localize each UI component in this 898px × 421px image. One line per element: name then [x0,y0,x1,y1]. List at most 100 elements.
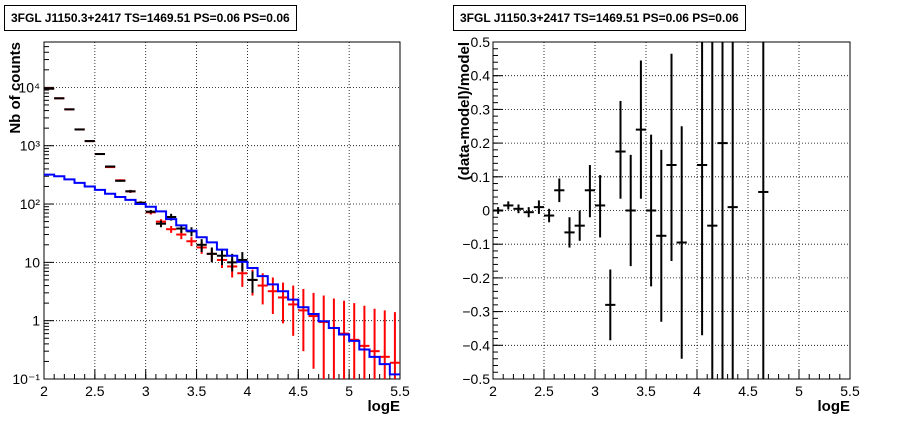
data-point-0-9 [584,165,595,218]
data-point-0-1 [503,201,514,210]
data-point-1-0 [44,87,55,90]
data-point-0-24 [288,285,299,336]
right-chart-title: 3FGL J1150.3+2417 TS=1469.51 PS=0.06 PS=… [453,5,746,31]
right-panel: 2 2.5 3 3.5 4 4.5 5 5.5 −0.5 −0.4 −0.3 −0.2 −0.1 0 0.1… [449,0,898,421]
data-point-0-13 [625,154,636,267]
data-point-0-18 [676,126,687,359]
data-point-0-7 [564,217,575,248]
x-tick-label: 5 [795,383,803,399]
data-point-0-32 [369,308,380,379]
data-point-1-6 [105,165,116,168]
data-point-0-31 [359,305,370,379]
data-point-0-12 [615,100,626,199]
data-point-0-12 [166,226,177,233]
y-tick-label: 0.1 [471,169,491,185]
data-point-1-11 [155,220,167,228]
x-tick-label: 4.5 [289,383,309,399]
data-point-0-21 [257,273,268,305]
x-tick-label: 4 [693,383,701,399]
x-axis-label: logE [818,398,851,415]
y-tick-label: 0 [482,203,490,219]
left-panel: 2 2.5 3 3.5 4 4.5 5 5.5 10⁻¹ 1 10 10² 10³ 10⁴ logE Nb o… [4,5,410,415]
y-tick-label: −0.1 [462,236,490,252]
y-tick-label: −0.5 [462,371,490,387]
y-tick-label: 10³ [20,138,41,154]
x-tick-label: 4 [244,383,252,399]
x-tick-label: 5.5 [840,383,860,399]
y-tick-label: 10⁴ [18,79,40,95]
x-tick-label: 5.5 [390,383,410,399]
y-axis-label: Nb of counts [7,42,24,134]
data-point-0-21 [717,42,728,379]
data-point-0-15 [646,134,657,287]
y-tick-label: −0.4 [462,337,490,353]
y-tick-label: 1 [32,313,40,329]
data-point-1-20 [247,271,258,293]
data-point-0-20 [707,42,718,379]
data-point-0-5 [544,208,555,223]
data-point-0-10 [595,175,606,238]
data-point-1-16 [206,247,217,263]
data-point-0-3 [523,207,534,218]
data-point-0-16 [656,149,667,322]
x-tick-label: 2 [489,383,497,399]
data-point-1-1 [54,97,65,100]
data-point-1-3 [74,128,85,131]
data-point-0-33 [379,310,390,379]
data-point-1-15 [196,239,207,253]
x-axis-label: logE [368,398,401,415]
data-point-0-0 [493,207,504,214]
x-tick-label: 4.5 [738,383,758,399]
data-point-0-4 [533,200,544,214]
x-tick-label: 5 [345,383,353,399]
y-tick-label: 10⁻¹ [12,371,40,387]
plot-frame [43,41,401,380]
data-point-0-14 [186,237,197,247]
data-point-0-6 [554,178,565,203]
plot-area [44,87,400,379]
data-point-0-22 [267,277,278,315]
data-point-0-25 [298,288,309,352]
data-point-0-27 [318,295,329,379]
data-point-1-4 [84,140,95,143]
data-point-0-23 [758,42,769,379]
x-tick-label: 3 [591,383,599,399]
data-point-1-10 [145,210,156,214]
data-point-0-22 [727,42,738,379]
y-tick-label: 0.2 [471,135,491,151]
data-point-0-26 [308,292,319,369]
counts-chart: 2 2.5 3 3.5 4 4.5 5 5.5 10⁻¹ 1 10 10² 10³ 10⁴ logE Nb o… [7,41,410,415]
data-point-0-28 [328,298,339,379]
data-point-0-8 [574,210,585,241]
x-tick-label: 3 [142,383,150,399]
data-point-0-34 [389,312,400,379]
data-point-1-7 [115,179,126,182]
data-point-1-17 [216,248,228,266]
y-tick-label: −0.3 [462,304,490,320]
data-point-0-29 [338,300,350,379]
y-tick-label: 10² [20,196,41,212]
x-tick-label: 3.5 [636,383,656,399]
y-tick-label: 0.3 [471,101,491,117]
data-point-0-14 [635,60,646,199]
left-chart-title: 3FGL J1150.3+2417 TS=1469.51 PS=0.06 PS=… [4,5,297,31]
model-step-line [44,173,400,376]
data-point-1-18 [227,253,238,272]
data-point-0-23 [277,282,289,324]
y-tick-label: 0.4 [471,68,491,84]
data-point-0-17 [666,53,677,262]
residuals-chart: 2 2.5 3 3.5 4 4.5 5 5.5 −0.5 −0.4 −0.3 −0.2 −0.1 0 0.1… [456,34,860,415]
x-tick-label: 3.5 [187,383,207,399]
data-point-0-2 [513,204,524,214]
y-axis-label: (data-model)/model [456,42,473,180]
plot-area [493,42,769,379]
y-tick-label: 10 [24,254,40,270]
x-tick-label: 2 [40,383,48,399]
data-point-1-5 [94,153,106,156]
y-tick-label: −0.2 [462,270,490,286]
y-tick-label: 0.5 [471,34,491,50]
data-point-1-2 [64,108,75,111]
data-point-0-11 [605,269,616,341]
x-tick-label: 2.5 [534,383,554,399]
data-point-1-8 [125,190,136,193]
